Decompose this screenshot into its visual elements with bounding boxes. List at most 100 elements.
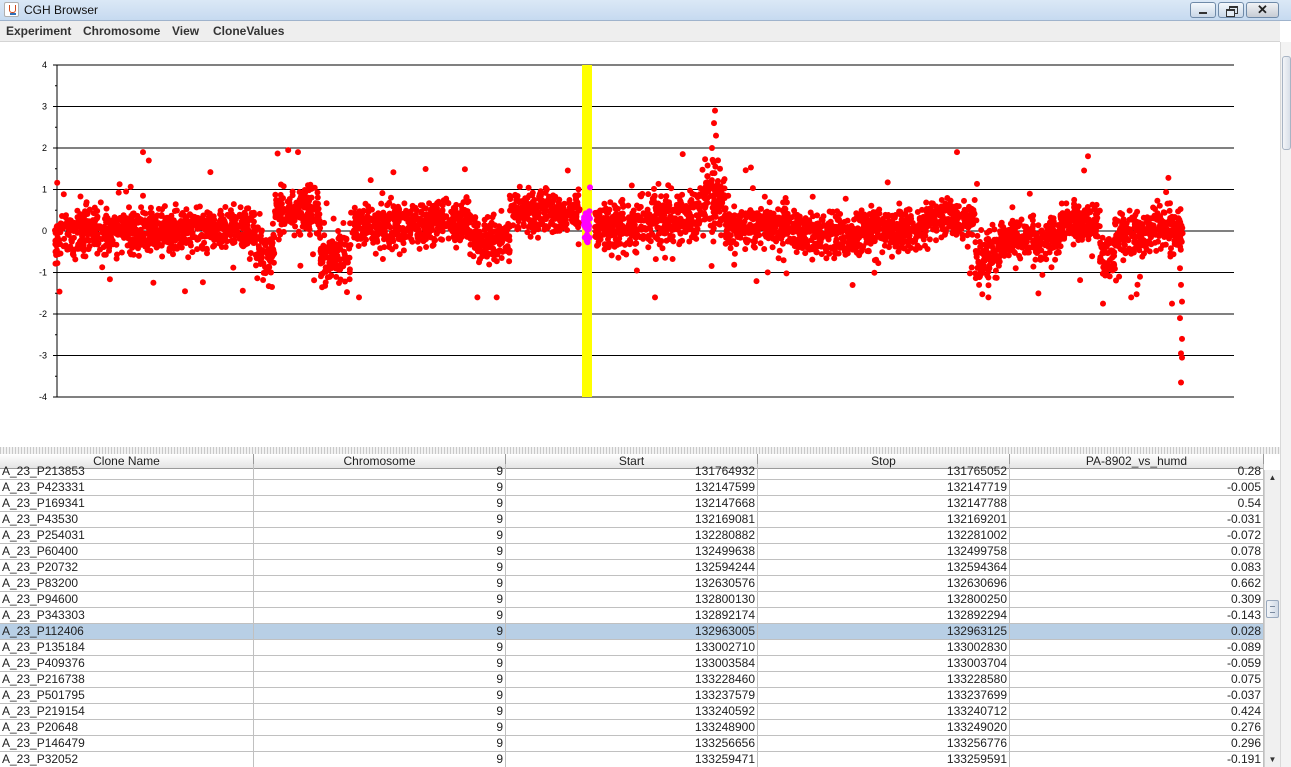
data-point — [972, 239, 979, 246]
data-point — [767, 227, 774, 233]
data-point — [667, 234, 674, 241]
data-point — [704, 162, 711, 169]
data-point — [985, 294, 992, 301]
data-point — [564, 167, 571, 174]
data-point — [560, 205, 567, 212]
table-row[interactable]: A_23_P20648 9 133248900 133249020 0.276 — [0, 720, 1264, 736]
data-point — [716, 203, 722, 210]
data-point — [648, 199, 655, 206]
window-scroll-thumb[interactable] — [1282, 56, 1291, 150]
table-row[interactable]: A_23_P83200 9 132630576 132630696 0.662 — [0, 576, 1264, 592]
data-point — [615, 254, 622, 261]
data-point — [479, 251, 486, 257]
cell-start: 131764932 — [506, 464, 758, 480]
minimize-button[interactable] — [1190, 2, 1216, 18]
close-button[interactable]: ✕ — [1246, 2, 1279, 18]
table-row[interactable]: A_23_P112406 9 132963005 132963125 0.028 — [0, 624, 1264, 640]
cell-clone-name: A_23_P501795 — [0, 688, 254, 704]
table-row[interactable]: A_23_P213853 9 131764932 131765052 0.28 — [0, 464, 1264, 480]
cell-start: 132630576 — [506, 576, 758, 592]
data-point — [237, 204, 244, 211]
data-point — [693, 235, 700, 242]
table-scroll-thumb[interactable] — [1266, 600, 1279, 618]
data-point — [1143, 246, 1150, 253]
cell-stop: 131765052 — [758, 464, 1010, 480]
data-point — [872, 223, 879, 230]
data-point — [222, 204, 229, 210]
data-point — [809, 193, 816, 200]
table-row[interactable]: A_23_P343303 9 132892174 132892294 -0.143 — [0, 608, 1264, 624]
data-point — [1136, 247, 1143, 254]
data-point — [941, 231, 948, 238]
table-row[interactable]: A_23_P43530 9 132169081 132169201 -0.031 — [0, 512, 1264, 528]
data-point — [1138, 229, 1145, 236]
menu-chromosome[interactable]: Chromosome — [83, 24, 161, 38]
data-point — [1001, 234, 1008, 241]
data-point — [668, 185, 675, 192]
data-point — [475, 232, 482, 239]
data-point — [459, 222, 466, 229]
table-row[interactable]: A_23_P219154 9 133240592 133240712 0.424 — [0, 704, 1264, 720]
menu-clonevalues[interactable]: CloneValues — [213, 24, 285, 38]
cell-value: -0.037 — [1010, 688, 1264, 704]
table-row[interactable]: A_23_P146479 9 133256656 133256776 0.296 — [0, 736, 1264, 752]
table-row[interactable]: A_23_P423331 9 132147599 132147719 -0.005 — [0, 480, 1264, 496]
data-point — [259, 254, 265, 261]
table-row[interactable]: A_23_P32052 9 133259471 133259591 -0.191 — [0, 752, 1264, 767]
data-point — [645, 244, 652, 251]
scroll-up-icon[interactable]: ▲ — [1268, 473, 1277, 482]
data-point — [623, 230, 630, 237]
data-points — [52, 107, 1186, 386]
data-point — [186, 223, 193, 230]
table-row[interactable]: A_23_P169341 9 132147668 132147788 0.54 — [0, 496, 1264, 512]
data-point — [677, 197, 684, 204]
menu-view[interactable]: View — [172, 24, 200, 38]
data-point — [669, 256, 676, 262]
data-point — [839, 221, 846, 228]
cgh-plot-panel[interactable]: 4 3 2 1 0 -1 -2 -3 -4 — [0, 42, 1280, 447]
data-point — [165, 231, 172, 238]
data-point — [628, 182, 635, 189]
data-point — [386, 244, 393, 251]
data-point — [249, 233, 256, 240]
table-row[interactable]: A_23_P94600 9 132800130 132800250 0.309 — [0, 592, 1264, 608]
data-point — [711, 211, 718, 218]
restore-button[interactable] — [1218, 2, 1244, 18]
data-point — [1003, 245, 1010, 252]
data-point — [1081, 167, 1088, 174]
data-point — [326, 259, 333, 266]
menu-experiment[interactable]: Experiment — [6, 24, 72, 38]
data-point — [904, 220, 911, 227]
table-row[interactable]: A_23_P20732 9 132594244 132594364 0.083 — [0, 560, 1264, 576]
table-row[interactable]: A_23_P135184 9 133002710 133002830 -0.089 — [0, 640, 1264, 656]
data-point — [762, 231, 769, 238]
table-scrollbar[interactable]: ▲ ▼ — [1264, 470, 1280, 767]
data-point — [284, 212, 291, 219]
split-pane-divider[interactable] — [0, 447, 1280, 454]
table-row[interactable]: A_23_P409376 9 133003584 133003704 -0.059 — [0, 656, 1264, 672]
selected-point — [583, 234, 590, 241]
data-point — [238, 241, 245, 248]
table-row[interactable]: A_23_P60400 9 132499638 132499758 0.078 — [0, 544, 1264, 560]
data-point — [94, 234, 101, 241]
data-point — [1108, 247, 1115, 254]
data-point — [658, 193, 665, 200]
data-point — [575, 241, 582, 248]
table-row[interactable]: A_23_P254031 9 132280882 132281002 -0.072 — [0, 528, 1264, 544]
data-point — [938, 197, 945, 203]
clone-table[interactable]: Clone Name Chromosome Start Stop PA-8902… — [0, 454, 1264, 767]
scroll-down-icon[interactable]: ▼ — [1268, 755, 1277, 764]
data-point — [1078, 210, 1084, 217]
table-row[interactable]: A_23_P216738 9 133228460 133228580 0.075 — [0, 672, 1264, 688]
data-point — [140, 209, 147, 216]
data-point — [882, 211, 889, 218]
data-point — [1112, 216, 1119, 223]
data-point — [823, 255, 830, 262]
table-row[interactable]: A_23_P501795 9 133237579 133237699 -0.037 — [0, 688, 1264, 704]
cell-start: 132280882 — [506, 528, 758, 544]
data-point — [829, 208, 836, 215]
data-point — [704, 199, 711, 206]
window-scrollbar[interactable] — [1280, 42, 1291, 767]
data-point — [727, 245, 734, 252]
